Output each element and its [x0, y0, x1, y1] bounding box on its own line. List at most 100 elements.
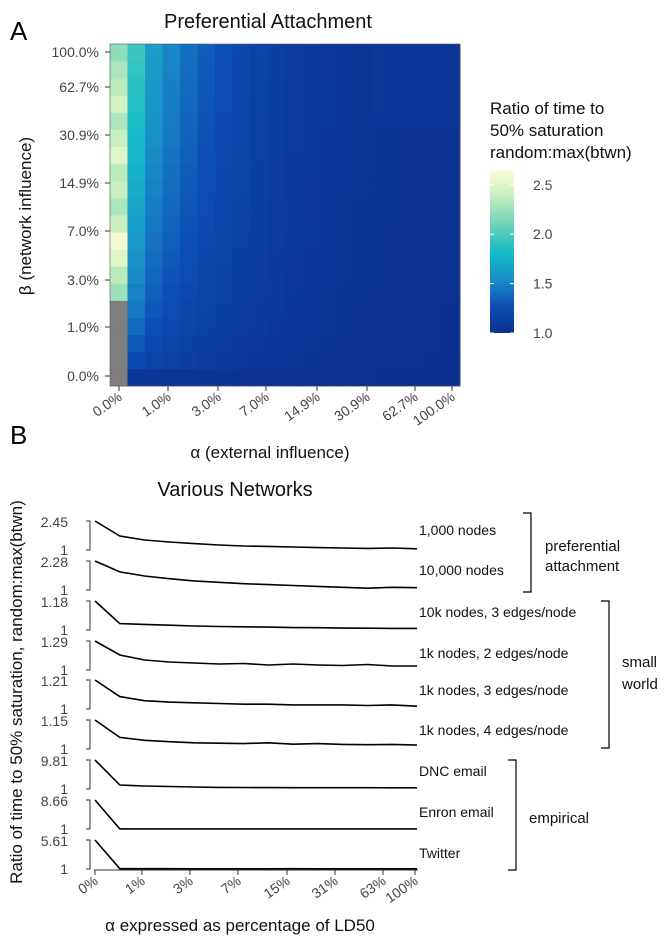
heatmap-cell [337, 317, 356, 336]
heatmap-cell [372, 317, 391, 336]
group-bracket [523, 512, 532, 593]
heatmap-cell [145, 232, 163, 250]
y-tick-label: 14.9% [59, 175, 99, 191]
heatmap-cell [425, 317, 443, 336]
heatmap-cell [285, 283, 303, 301]
heatmap-cell [355, 317, 373, 336]
heatmap-cell [390, 232, 408, 250]
heatmap-cell [442, 180, 461, 199]
heatmap-cell [285, 112, 303, 130]
heatmap-cell [127, 300, 146, 318]
heatmap-cell [215, 61, 233, 79]
heatmap-cell [250, 368, 268, 387]
heatmap-cell [215, 112, 233, 130]
heatmap-cell [110, 112, 128, 130]
heatmap-cell [442, 283, 461, 301]
heatmap-cell [232, 317, 251, 336]
y-tick-label: 30.9% [59, 127, 99, 143]
heatmap-cell [162, 215, 181, 233]
heatmap-cell [390, 215, 408, 233]
heatmap-cell [267, 197, 286, 216]
heatmap-cell [127, 112, 146, 130]
heatmap-cell [162, 61, 181, 79]
heatmap-cell [320, 180, 338, 199]
heatmap-cell [162, 300, 181, 318]
heatmap-cell [232, 215, 251, 233]
heatmap-cell [250, 163, 268, 182]
heatmap-cell [127, 283, 146, 301]
heatmap-cell [355, 129, 373, 147]
heatmap-cell [145, 215, 163, 233]
row-min-label: 1 [60, 741, 68, 757]
heatmap-cell [127, 215, 146, 233]
heatmap-cell [425, 232, 443, 250]
heatmap-cell [180, 317, 198, 336]
row-y-bracket [86, 600, 91, 631]
heatmap-cell [355, 232, 373, 250]
heatmap-cell [425, 368, 443, 387]
heatmap-cell [162, 146, 181, 165]
heatmap-cell [407, 249, 426, 267]
heatmap-cell [127, 163, 146, 182]
heatmap-cell [250, 129, 268, 147]
heatmap-cell [425, 351, 443, 370]
heatmap-cell [110, 249, 128, 267]
x-tick-label: 1% [122, 872, 148, 897]
heatmap-cell [372, 95, 391, 113]
heatmap-cell [337, 368, 356, 387]
heatmap-cell [285, 334, 303, 353]
series-line [94, 839, 417, 870]
heatmap-cell [425, 163, 443, 182]
heatmap-cell [250, 44, 268, 62]
heatmap-cell [180, 283, 198, 301]
network-row: 9.81 1 DNC email [41, 753, 487, 797]
heatmap-cell [232, 351, 251, 370]
heatmap-cell [442, 61, 461, 79]
network-row: 1.29 1 1k nodes, 2 edges/node [41, 634, 569, 678]
heatmap-cell [390, 368, 408, 387]
x-tick-label: 15% [261, 872, 293, 901]
x-tick-label: 0.0% [89, 388, 124, 419]
heatmap-cell [250, 300, 268, 318]
heatmap-cell [390, 266, 408, 284]
panel-a: A Preferential Attachment 0.0% 1.0% 3.0% 7.… [10, 11, 632, 462]
legend-title-line-3: random:max(btwn) [490, 143, 632, 162]
x-tick-label: 0% [75, 872, 101, 897]
heatmap-cell [232, 283, 251, 301]
series-line [94, 799, 417, 830]
heatmap-cell [145, 95, 163, 113]
heatmap-cell [320, 334, 338, 353]
heatmap [110, 44, 461, 387]
heatmap-cell [302, 215, 321, 233]
color-legend: Ratio of time to 50% saturation random:m… [490, 99, 632, 341]
heatmap-cell [442, 78, 461, 96]
heatmap-cell [162, 163, 181, 182]
network-row: 2.28 1 10,000 nodes [41, 554, 504, 598]
heatmap-cell [372, 197, 391, 216]
heatmap-cell [127, 95, 146, 113]
heatmap-cell [407, 163, 426, 182]
heatmap-cell [180, 300, 198, 318]
row-min-label: 1 [60, 701, 68, 717]
heatmap-cell [267, 95, 286, 113]
heatmap-cell [337, 197, 356, 216]
heatmap-cell [390, 283, 408, 301]
heatmap-cell [442, 266, 461, 284]
series-label: 1k nodes, 2 edges/node [419, 645, 569, 661]
series-label: DNC email [419, 763, 487, 779]
heatmap-cell [250, 317, 268, 336]
heatmap-cell [390, 317, 408, 336]
heatmap-cell [162, 197, 181, 216]
heatmap-cell [372, 368, 391, 387]
heatmap-cell [337, 95, 356, 113]
heatmap-cell [127, 368, 146, 387]
heatmap-cell [145, 78, 163, 96]
heatmap-cell [337, 78, 356, 96]
heatmap-cell [110, 180, 128, 199]
heatmap-cell [215, 180, 233, 199]
heatmap-cell [145, 266, 163, 284]
heatmap-cell [127, 129, 146, 147]
y-tick-label: 1.0% [67, 319, 99, 335]
heatmap-cell [337, 163, 356, 182]
heatmap-cell [145, 180, 163, 199]
